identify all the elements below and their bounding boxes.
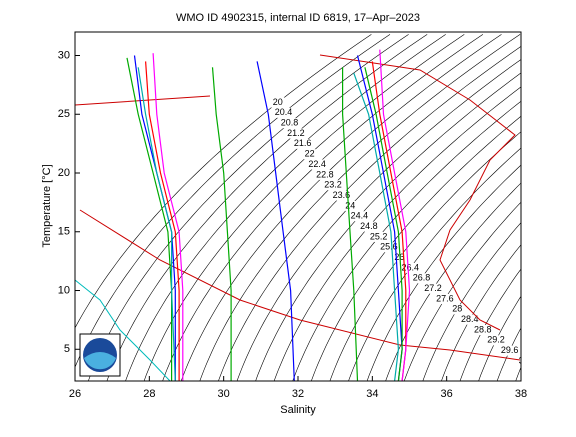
contour-label: 29.6 — [501, 345, 519, 355]
contour-label: 20.4 — [275, 107, 293, 117]
contour-label: 20 — [273, 97, 283, 107]
contour-label: 28 — [452, 304, 462, 314]
y-tick-label: 25 — [58, 108, 70, 120]
y-tick-label: 30 — [58, 49, 70, 61]
contour-label: 23.2 — [324, 180, 342, 190]
contour-label: 26.8 — [413, 273, 431, 283]
x-tick-label: 28 — [143, 388, 155, 400]
x-tick-label: 34 — [366, 388, 378, 400]
contour-label: 27.2 — [424, 283, 442, 293]
contour-label: 21.2 — [287, 128, 305, 138]
y-tick-label: 10 — [58, 284, 70, 296]
x-tick-label: 32 — [292, 388, 304, 400]
contour-label: 24.4 — [351, 211, 369, 221]
contour-label: 20.8 — [281, 118, 299, 128]
x-axis-label: Salinity — [280, 404, 316, 416]
contour-label: 29.2 — [487, 335, 505, 345]
x-tick-label: 36 — [441, 388, 453, 400]
y-tick-label: 5 — [64, 343, 70, 355]
x-tick-label: 30 — [218, 388, 230, 400]
noaa-logo — [80, 334, 120, 376]
contour-label: 22 — [305, 149, 315, 159]
y-tick-label: 15 — [58, 226, 70, 238]
contour-label: 24 — [345, 200, 355, 210]
chart-title: WMO ID 4902315, internal ID 6819, 17–Apr… — [176, 12, 420, 24]
y-tick-label: 20 — [58, 167, 70, 179]
contour-label: 21.6 — [294, 138, 312, 148]
x-tick-label: 38 — [515, 388, 527, 400]
contour-label: 24.8 — [360, 221, 378, 231]
contour-label: 22.8 — [316, 169, 334, 179]
contour-label: 25.2 — [370, 231, 388, 241]
x-tick-label: 26 — [69, 388, 81, 400]
contour-label: 27.6 — [436, 293, 454, 303]
contour-label: 22.4 — [308, 159, 326, 169]
y-axis-label: Temperature [°C] — [41, 164, 53, 247]
contour-label: 28.8 — [474, 324, 492, 334]
